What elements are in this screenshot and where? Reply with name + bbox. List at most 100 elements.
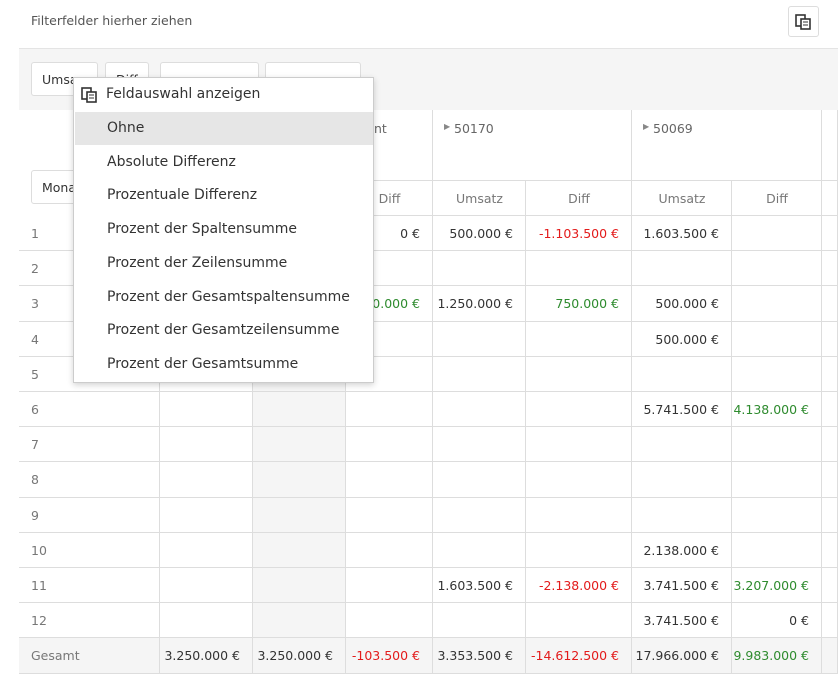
- row-header: 8: [19, 462, 160, 498]
- value-cell: [346, 462, 433, 498]
- value-cell: [632, 356, 732, 392]
- value-cell: [732, 321, 822, 357]
- value-cell: [632, 497, 732, 533]
- column-header-cell: [632, 180, 732, 216]
- value-cell: [822, 321, 838, 357]
- value-cell: [253, 603, 346, 639]
- value-cell: 5.741.500 €: [632, 392, 732, 428]
- row-header: Gesamt: [19, 638, 160, 674]
- value-cell: 500.000 €: [433, 216, 526, 252]
- value-cell: 3.207.000 €: [732, 568, 822, 604]
- value-cell: [160, 568, 253, 604]
- value-cell: 0 €: [732, 603, 822, 639]
- value-cell: [526, 462, 632, 498]
- value-cell: [822, 462, 838, 498]
- column-header-cell: [526, 180, 632, 216]
- value-cell: -14.612.500 €: [526, 638, 632, 674]
- value-cell: [526, 251, 632, 287]
- menu-item[interactable]: Prozent der Zeilensumme: [107, 254, 288, 271]
- field-chooser-button[interactable]: [788, 6, 819, 37]
- value-cell: [632, 427, 732, 463]
- value-cell: [433, 251, 526, 287]
- value-cell: [822, 251, 838, 287]
- value-cell: 1.250.000 €: [433, 286, 526, 322]
- value-cell: [732, 286, 822, 322]
- value-cell: [433, 462, 526, 498]
- value-cell: [822, 603, 838, 639]
- column-group-cell: [632, 110, 822, 180]
- value-cell: [433, 427, 526, 463]
- value-cell: [822, 532, 838, 568]
- value-cell: [433, 497, 526, 533]
- column-group-header: nt: [374, 121, 387, 136]
- value-cell: [346, 568, 433, 604]
- column-group-header[interactable]: 50069: [653, 121, 693, 136]
- value-cell: [160, 427, 253, 463]
- value-cell: [433, 321, 526, 357]
- value-cell: 17.966.000 €: [632, 638, 732, 674]
- value-cell: [632, 251, 732, 287]
- row-header: 7: [19, 427, 160, 463]
- measure-header: Umsatz: [456, 191, 503, 206]
- value-cell: [822, 497, 838, 533]
- row-header: 10: [19, 532, 160, 568]
- value-cell: 4.138.000 €: [732, 392, 822, 428]
- value-cell: [732, 497, 822, 533]
- value-cell: [632, 462, 732, 498]
- value-cell: [822, 356, 838, 392]
- value-cell: [253, 462, 346, 498]
- value-cell: [253, 532, 346, 568]
- value-cell: [526, 427, 632, 463]
- value-cell: [160, 532, 253, 568]
- menu-item[interactable]: Prozent der Gesamtspaltensumme: [107, 288, 350, 305]
- value-cell: [822, 286, 838, 322]
- column-header-cell: [732, 180, 822, 216]
- menu-item[interactable]: Prozent der Gesamtzeilensumme: [107, 322, 340, 339]
- value-cell: [732, 427, 822, 463]
- menu-item[interactable]: Ohne: [75, 112, 373, 145]
- measure-header: Diff: [568, 191, 590, 206]
- value-cell: [433, 532, 526, 568]
- value-cell: [822, 638, 838, 674]
- context-menu: Feldauswahl anzeigen Ohne Absolute Differ…: [73, 77, 374, 383]
- value-cell: [732, 216, 822, 252]
- value-cell: [526, 321, 632, 357]
- measure-header: Diff: [378, 191, 401, 206]
- menu-item[interactable]: Prozent der Gesamtsumme: [107, 355, 299, 372]
- column-group-cell: [160, 110, 433, 180]
- value-cell: [346, 392, 433, 428]
- value-cell: [433, 603, 526, 639]
- value-cell: [160, 497, 253, 533]
- expand-arrow: ▶: [643, 122, 650, 131]
- value-cell: [526, 356, 632, 392]
- column-group-cell: [433, 110, 632, 180]
- menu-item[interactable]: Prozentuale Differenz: [107, 187, 258, 204]
- value-cell: -103.500 €: [346, 638, 433, 674]
- menu-item[interactable]: Prozent der Spaltensumme: [107, 221, 297, 238]
- value-cell: 500.000 €: [632, 286, 732, 322]
- measure-header: Umsatz: [658, 191, 706, 206]
- value-cell: -1.103.500 €: [526, 216, 632, 252]
- value-cell: 500.000 €: [632, 321, 732, 357]
- value-cell: [160, 462, 253, 498]
- value-cell: [160, 603, 253, 639]
- value-cell: [346, 497, 433, 533]
- value-cell: [253, 392, 346, 428]
- icon: [795, 14, 811, 30]
- value-cell: [526, 392, 632, 428]
- filter-hint: Filterfelder hierher ziehen: [31, 13, 193, 28]
- expand-arrow: ▶: [444, 122, 451, 131]
- column-header-cell: [433, 180, 526, 216]
- column-header-cell: [346, 180, 433, 216]
- value-cell: [253, 568, 346, 604]
- row-header: 9: [19, 497, 160, 533]
- value-cell: 3.741.500 €: [632, 568, 732, 604]
- value-cell: [433, 392, 526, 428]
- value-cell: 3.250.000 €: [253, 638, 346, 674]
- column-group-header[interactable]: 50170: [454, 121, 494, 136]
- menu-item[interactable]: Absolute Differenz: [107, 153, 236, 170]
- value-cell: 3.353.500 €: [433, 638, 526, 674]
- row-header: 11: [19, 568, 160, 604]
- value-cell: [346, 427, 433, 463]
